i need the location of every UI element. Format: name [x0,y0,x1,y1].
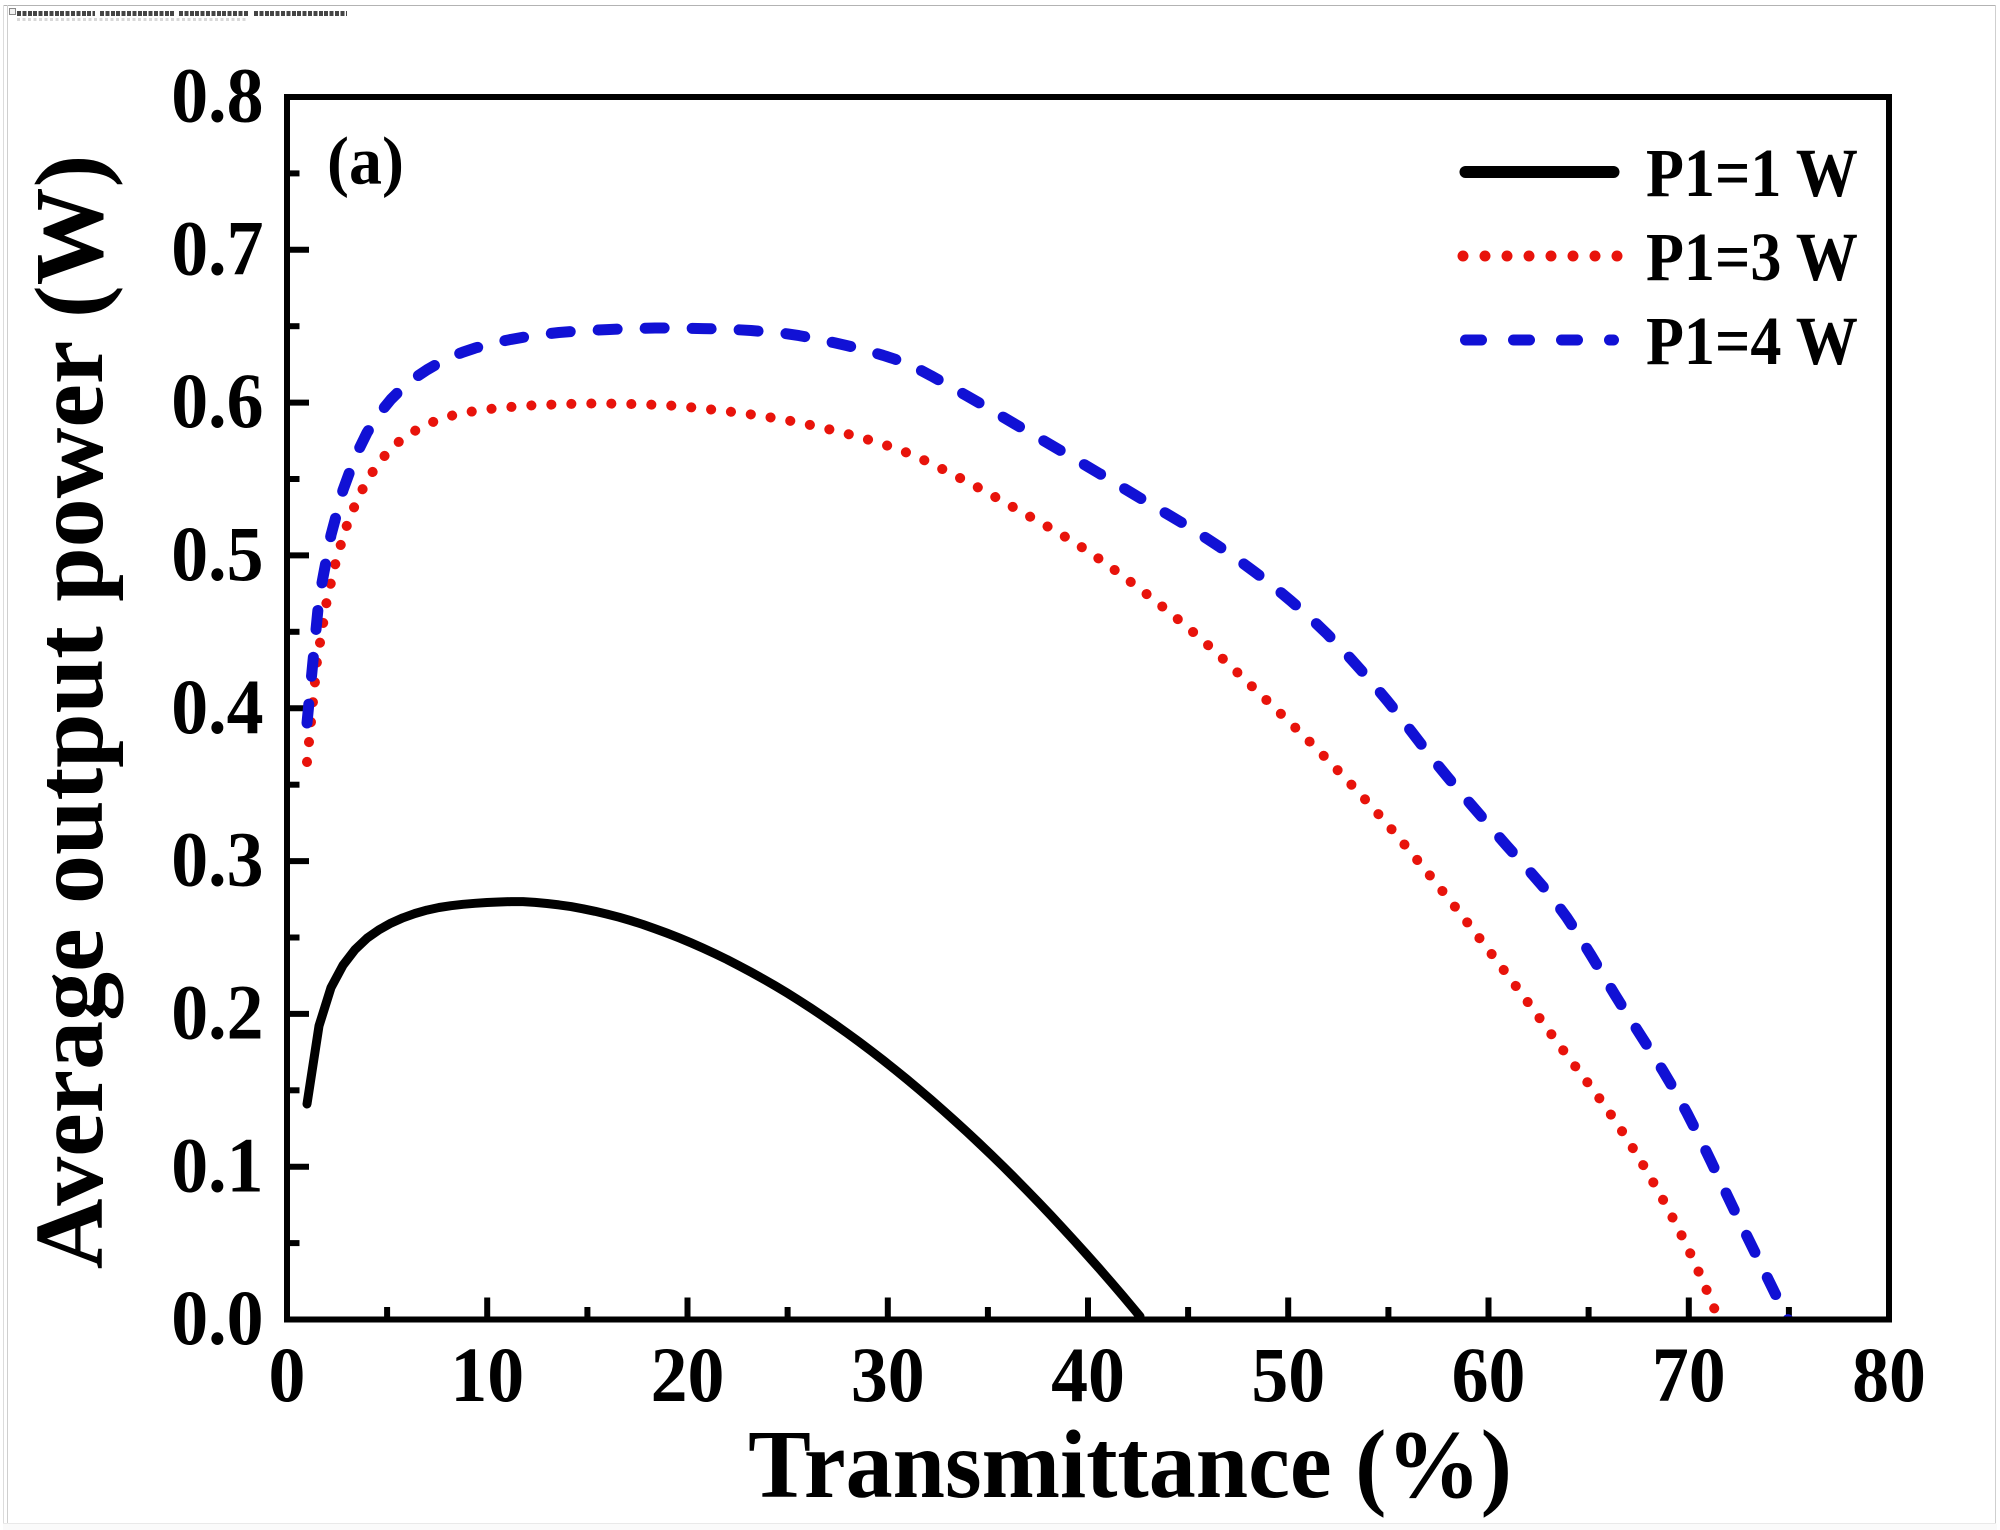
svg-text:80: 80 [1852,1332,1926,1419]
svg-text:P1=3 W: P1=3 W [1646,220,1858,296]
svg-text:0.6: 0.6 [171,358,263,445]
svg-text:50: 50 [1251,1332,1325,1419]
svg-text:Average output power (W): Average output power (W) [16,155,123,1270]
svg-text:(a): (a) [327,124,404,199]
svg-text:20: 20 [651,1332,725,1419]
svg-text:0.0: 0.0 [171,1275,263,1362]
svg-text:0.7: 0.7 [171,205,263,292]
svg-text:0: 0 [269,1332,306,1419]
svg-text:30: 30 [851,1332,925,1419]
svg-text:0.2: 0.2 [171,969,263,1056]
svg-text:0.8: 0.8 [171,53,263,140]
svg-text:Transmittance (%): Transmittance (%) [748,1411,1512,1519]
svg-text:0.1: 0.1 [171,1122,263,1209]
svg-text:40: 40 [1051,1332,1125,1419]
svg-text:0.4: 0.4 [171,664,263,751]
svg-text:P1=1 W: P1=1 W [1646,136,1858,212]
svg-text:70: 70 [1652,1332,1726,1419]
svg-text:0.3: 0.3 [171,817,263,904]
svg-text:0.5: 0.5 [171,511,263,598]
svg-text:60: 60 [1452,1332,1526,1419]
svg-text:10: 10 [450,1332,524,1419]
svg-text:P1=4 W: P1=4 W [1646,304,1858,380]
